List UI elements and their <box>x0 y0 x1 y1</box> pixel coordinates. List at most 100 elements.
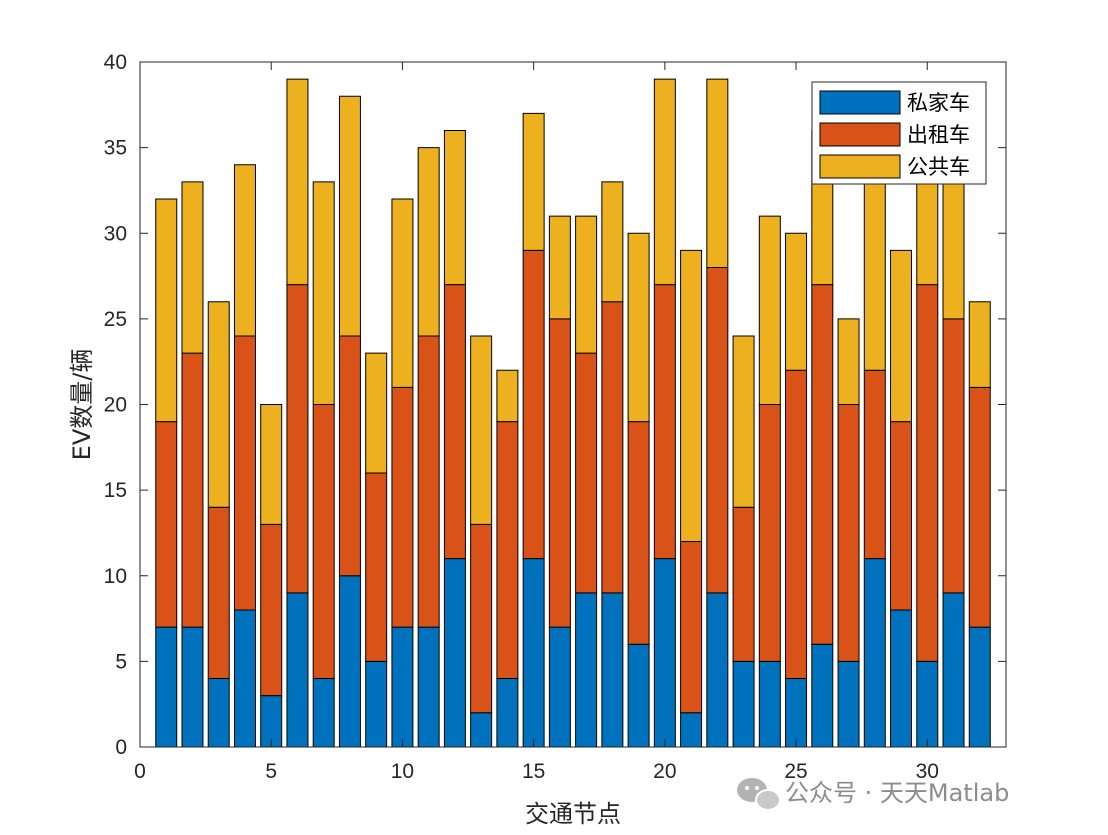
bar-node-7-series-1 <box>312 678 335 748</box>
bar-node-29-series-2 <box>890 421 913 611</box>
bar-node-20-series-2 <box>653 284 676 560</box>
bar-node-18-series-2 <box>601 301 624 594</box>
x-tick-label: 15 <box>522 760 545 783</box>
legend-swatch-3 <box>819 154 901 179</box>
bar-node-32-series-3 <box>968 301 991 388</box>
bar-node-5-series-3 <box>260 404 283 525</box>
y-tick-label: 15 <box>104 479 127 502</box>
bar-node-22-series-3 <box>706 78 729 269</box>
bar-node-26-series-2 <box>811 284 834 645</box>
bar-node-28-series-3 <box>863 181 886 371</box>
bar-node-18-series-3 <box>601 181 624 303</box>
bar-node-9-series-2 <box>365 472 388 662</box>
y-tick-label: 0 <box>115 736 127 759</box>
legend-swatch-2 <box>819 122 901 147</box>
bar-node-3-series-1 <box>207 678 230 748</box>
bar-node-11-series-3 <box>417 147 440 337</box>
x-axis-label: 交通节点 <box>525 800 621 828</box>
bar-node-13-series-1 <box>470 712 493 748</box>
y-tick-label: 10 <box>104 565 127 588</box>
bar-node-14-series-1 <box>496 678 519 748</box>
x-tick-label: 20 <box>653 760 676 783</box>
bar-node-24-series-1 <box>758 660 781 748</box>
bar-node-3-series-3 <box>207 301 230 508</box>
legend-label-3: 公共车 <box>907 155 970 179</box>
bar-node-17-series-3 <box>575 215 598 354</box>
x-tick-label: 5 <box>265 760 277 783</box>
bar-node-3-series-2 <box>207 506 230 679</box>
bar-node-2-series-3 <box>181 181 204 354</box>
y-tick-label: 40 <box>104 51 127 74</box>
bar-node-10-series-3 <box>391 198 414 388</box>
bar-node-30-series-3 <box>916 181 939 286</box>
bar-node-25-series-1 <box>785 678 808 748</box>
bar-node-18-series-1 <box>601 592 624 748</box>
y-tick-label: 35 <box>104 137 127 160</box>
bar-node-4-series-1 <box>233 609 256 748</box>
bar-node-30-series-2 <box>916 284 939 662</box>
bar-node-27-series-2 <box>837 404 860 662</box>
x-tick-label: 10 <box>391 760 414 783</box>
bar-node-20-series-1 <box>653 558 676 748</box>
bar-node-31-series-3 <box>942 181 965 320</box>
bar-node-28-series-1 <box>863 558 886 748</box>
bar-node-1-series-2 <box>155 421 178 628</box>
bar-node-10-series-1 <box>391 626 414 748</box>
x-tick-label: 25 <box>784 760 807 783</box>
bar-node-23-series-1 <box>732 660 755 748</box>
bar-node-15-series-1 <box>522 558 545 748</box>
bar-node-19-series-2 <box>627 421 650 645</box>
bar-node-12-series-2 <box>443 284 466 560</box>
bar-node-27-series-1 <box>837 660 860 748</box>
bar-node-28-series-2 <box>863 369 886 560</box>
bar-node-14-series-3 <box>496 369 519 423</box>
bar-node-10-series-2 <box>391 386 414 628</box>
bar-node-7-series-2 <box>312 404 335 679</box>
bar-node-6-series-2 <box>286 284 309 594</box>
bar-node-4-series-3 <box>233 164 256 337</box>
wechat-icon <box>737 778 781 811</box>
bar-node-17-series-1 <box>575 592 598 748</box>
bar-node-31-series-2 <box>942 318 965 594</box>
bar-node-1-series-1 <box>155 626 178 748</box>
bar-node-21-series-1 <box>680 712 703 748</box>
bar-node-16-series-2 <box>548 318 571 628</box>
bar-node-9-series-1 <box>365 660 388 748</box>
bar-node-26-series-1 <box>811 643 834 748</box>
legend-swatch-1 <box>819 90 901 115</box>
bar-node-9-series-3 <box>365 352 388 474</box>
bar-node-21-series-3 <box>680 249 703 543</box>
bar-node-19-series-1 <box>627 643 650 748</box>
bar-node-15-series-3 <box>522 112 545 251</box>
watermark: 公众号 · 天天Matlab <box>737 778 1009 811</box>
bar-node-23-series-2 <box>732 506 755 662</box>
bar-node-22-series-1 <box>706 592 729 748</box>
bar-node-27-series-3 <box>837 318 860 406</box>
bar-node-15-series-2 <box>522 249 545 560</box>
bar-node-1-series-3 <box>155 198 178 423</box>
bar-node-23-series-3 <box>732 335 755 508</box>
y-tick-label: 5 <box>115 650 127 673</box>
legend-label-2: 出租车 <box>907 123 970 147</box>
bar-node-2-series-1 <box>181 626 204 748</box>
bar-node-25-series-2 <box>785 369 808 679</box>
bar-node-29-series-1 <box>890 609 913 748</box>
bar-node-11-series-2 <box>417 335 440 628</box>
bar-node-8-series-2 <box>338 335 361 577</box>
bar-node-5-series-2 <box>260 523 283 697</box>
bar-node-31-series-1 <box>942 592 965 748</box>
bar-node-8-series-1 <box>338 575 361 748</box>
bar-node-12-series-1 <box>443 558 466 748</box>
bar-node-30-series-1 <box>916 660 939 748</box>
y-tick-label: 30 <box>104 222 127 245</box>
bar-node-25-series-3 <box>785 232 808 371</box>
y-tick-label: 25 <box>104 308 127 331</box>
bar-node-14-series-2 <box>496 421 519 680</box>
ticks-layer: 0 5 10 15 20 25 30 0 5 10 15 20 25 30 35 40 <box>104 51 1006 783</box>
bar-node-6-series-1 <box>286 592 309 748</box>
bar-node-21-series-2 <box>680 541 703 714</box>
bar-node-12-series-3 <box>443 130 466 286</box>
x-tick-label: 30 <box>916 760 939 783</box>
